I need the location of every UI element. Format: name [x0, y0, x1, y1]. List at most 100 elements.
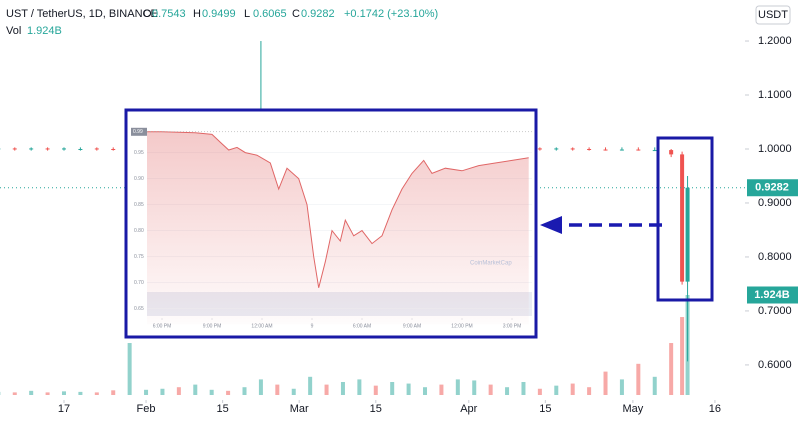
volume-label: Vol — [6, 25, 21, 37]
volume-bar — [160, 388, 165, 395]
currency[interactable]: USDT — [758, 9, 788, 21]
volume-bar — [439, 384, 444, 395]
x-tick-label: 15 — [539, 403, 551, 415]
volume-bar — [357, 379, 362, 395]
x-tick-label: 15 — [370, 403, 382, 415]
candle-body — [12, 148, 17, 150]
volume-bar — [423, 387, 428, 395]
inset-marker-box — [131, 127, 147, 136]
inset-x-tick-label: 3:00 PM — [503, 323, 522, 329]
volume-bar — [12, 392, 17, 395]
inset-y-tick-label: 0.80 — [134, 228, 144, 234]
volume-bar — [587, 387, 592, 395]
volume-bar — [488, 384, 493, 395]
x-tick-label: 17 — [58, 403, 70, 415]
volume-bar — [45, 392, 50, 395]
volume-bar — [176, 387, 181, 395]
inset-x-tick-label: 12:00 PM — [451, 323, 472, 329]
candle-body — [78, 148, 83, 150]
y-tick-label: 0.7000 — [758, 305, 792, 317]
volume-bar — [111, 390, 116, 395]
inset-y-tick-label: 0.65 — [134, 306, 144, 312]
candle-body — [619, 149, 624, 151]
volume-bar — [373, 385, 378, 395]
volume-bar — [258, 379, 263, 395]
volume-bar — [455, 379, 460, 395]
volume-bar — [29, 390, 34, 395]
volume-bar — [636, 363, 641, 395]
candle-body — [111, 148, 116, 150]
inset-x-tick-label: 9:00 PM — [203, 323, 222, 329]
volume-bar — [226, 390, 231, 395]
volume-bar — [324, 384, 329, 395]
volume-bar — [537, 388, 542, 395]
ohlc-label: H — [193, 8, 201, 20]
candle-body — [94, 148, 99, 150]
ohlc-value: 0.9282 — [301, 8, 335, 20]
inset-x-tick-label: 6:00 PM — [153, 323, 172, 329]
inset-frame — [124, 108, 538, 339]
candle-body — [669, 150, 674, 155]
volume-box — [747, 286, 798, 304]
inset-y-tick-label: 0.85 — [134, 202, 144, 208]
volume-bar — [619, 379, 624, 395]
volume-bar — [275, 384, 280, 395]
main-chart — [0, 41, 745, 395]
y-tick-label: 1.2000 — [758, 35, 792, 47]
candle-body — [29, 148, 34, 150]
volume-bar — [291, 388, 296, 395]
ohlc-label: O — [143, 8, 152, 20]
y-tick-label: 1.1000 — [758, 89, 792, 101]
volume-bar — [669, 343, 674, 395]
volume-bar — [61, 391, 66, 395]
volume-bar — [390, 382, 395, 395]
volume-bar — [308, 376, 313, 395]
ohlc-label: C — [292, 8, 300, 20]
x-tick-label: Apr — [460, 403, 477, 415]
volume-bar — [472, 380, 477, 395]
currency-button[interactable] — [755, 5, 791, 25]
inset-chart: 0.95 0.90 0.85 0.80 0.75 0.70 0.65 6:00 PM 9:00 … — [126, 110, 536, 337]
watermark: CoinMarketCap — [470, 261, 512, 267]
x-tick-label: 16 — [709, 403, 721, 415]
candle-body — [685, 187, 690, 282]
candle-body — [45, 148, 50, 150]
candle-body — [636, 149, 641, 151]
volume-bar — [521, 382, 526, 395]
inset-y-tick-label: 0.75 — [134, 254, 144, 260]
candle-body — [570, 148, 575, 150]
inset-x-tick-label: 6:00 AM — [353, 323, 371, 329]
ohlc-label: L — [244, 8, 250, 20]
inset-x-tick-label: 9 — [311, 323, 314, 329]
change: +0.1742 (+23.10%) — [344, 8, 438, 20]
volume-value: 1.924B — [27, 25, 62, 37]
x-tick-label: May — [622, 403, 643, 415]
volume-bar — [554, 385, 559, 395]
volume-box-label: 1.924B — [754, 289, 790, 301]
volume-bar — [652, 376, 657, 395]
candle-body — [680, 154, 685, 282]
y-tick-label: 1.0000 — [758, 143, 792, 155]
inset-y-tick-label: 0.95 — [134, 150, 144, 156]
inset-y-tick-label: 0.70 — [134, 280, 144, 286]
volume-bar — [127, 343, 132, 395]
volume-bar — [94, 392, 99, 395]
volume-bar — [570, 383, 575, 395]
volume-bar — [193, 384, 198, 395]
volume-bar — [603, 371, 608, 395]
volume-bar — [680, 317, 685, 395]
inset-x-tick-label: 9:00 AM — [403, 323, 421, 329]
inset-y-tick-label: 0.90 — [134, 176, 144, 182]
inset-x-tick-label: 12:00 AM — [251, 323, 272, 329]
inset-line — [147, 131, 529, 288]
ohlc-value: 0.7543 — [152, 8, 186, 20]
volume-bar — [505, 387, 510, 395]
candle-body — [652, 150, 657, 152]
candle-body — [554, 148, 559, 150]
volume-bar — [144, 389, 149, 395]
ohlc-value: 0.6065 — [253, 8, 287, 20]
inset-marker-label: 0.99 — [133, 129, 143, 135]
candle-body — [537, 148, 542, 150]
candle-body — [603, 149, 608, 151]
